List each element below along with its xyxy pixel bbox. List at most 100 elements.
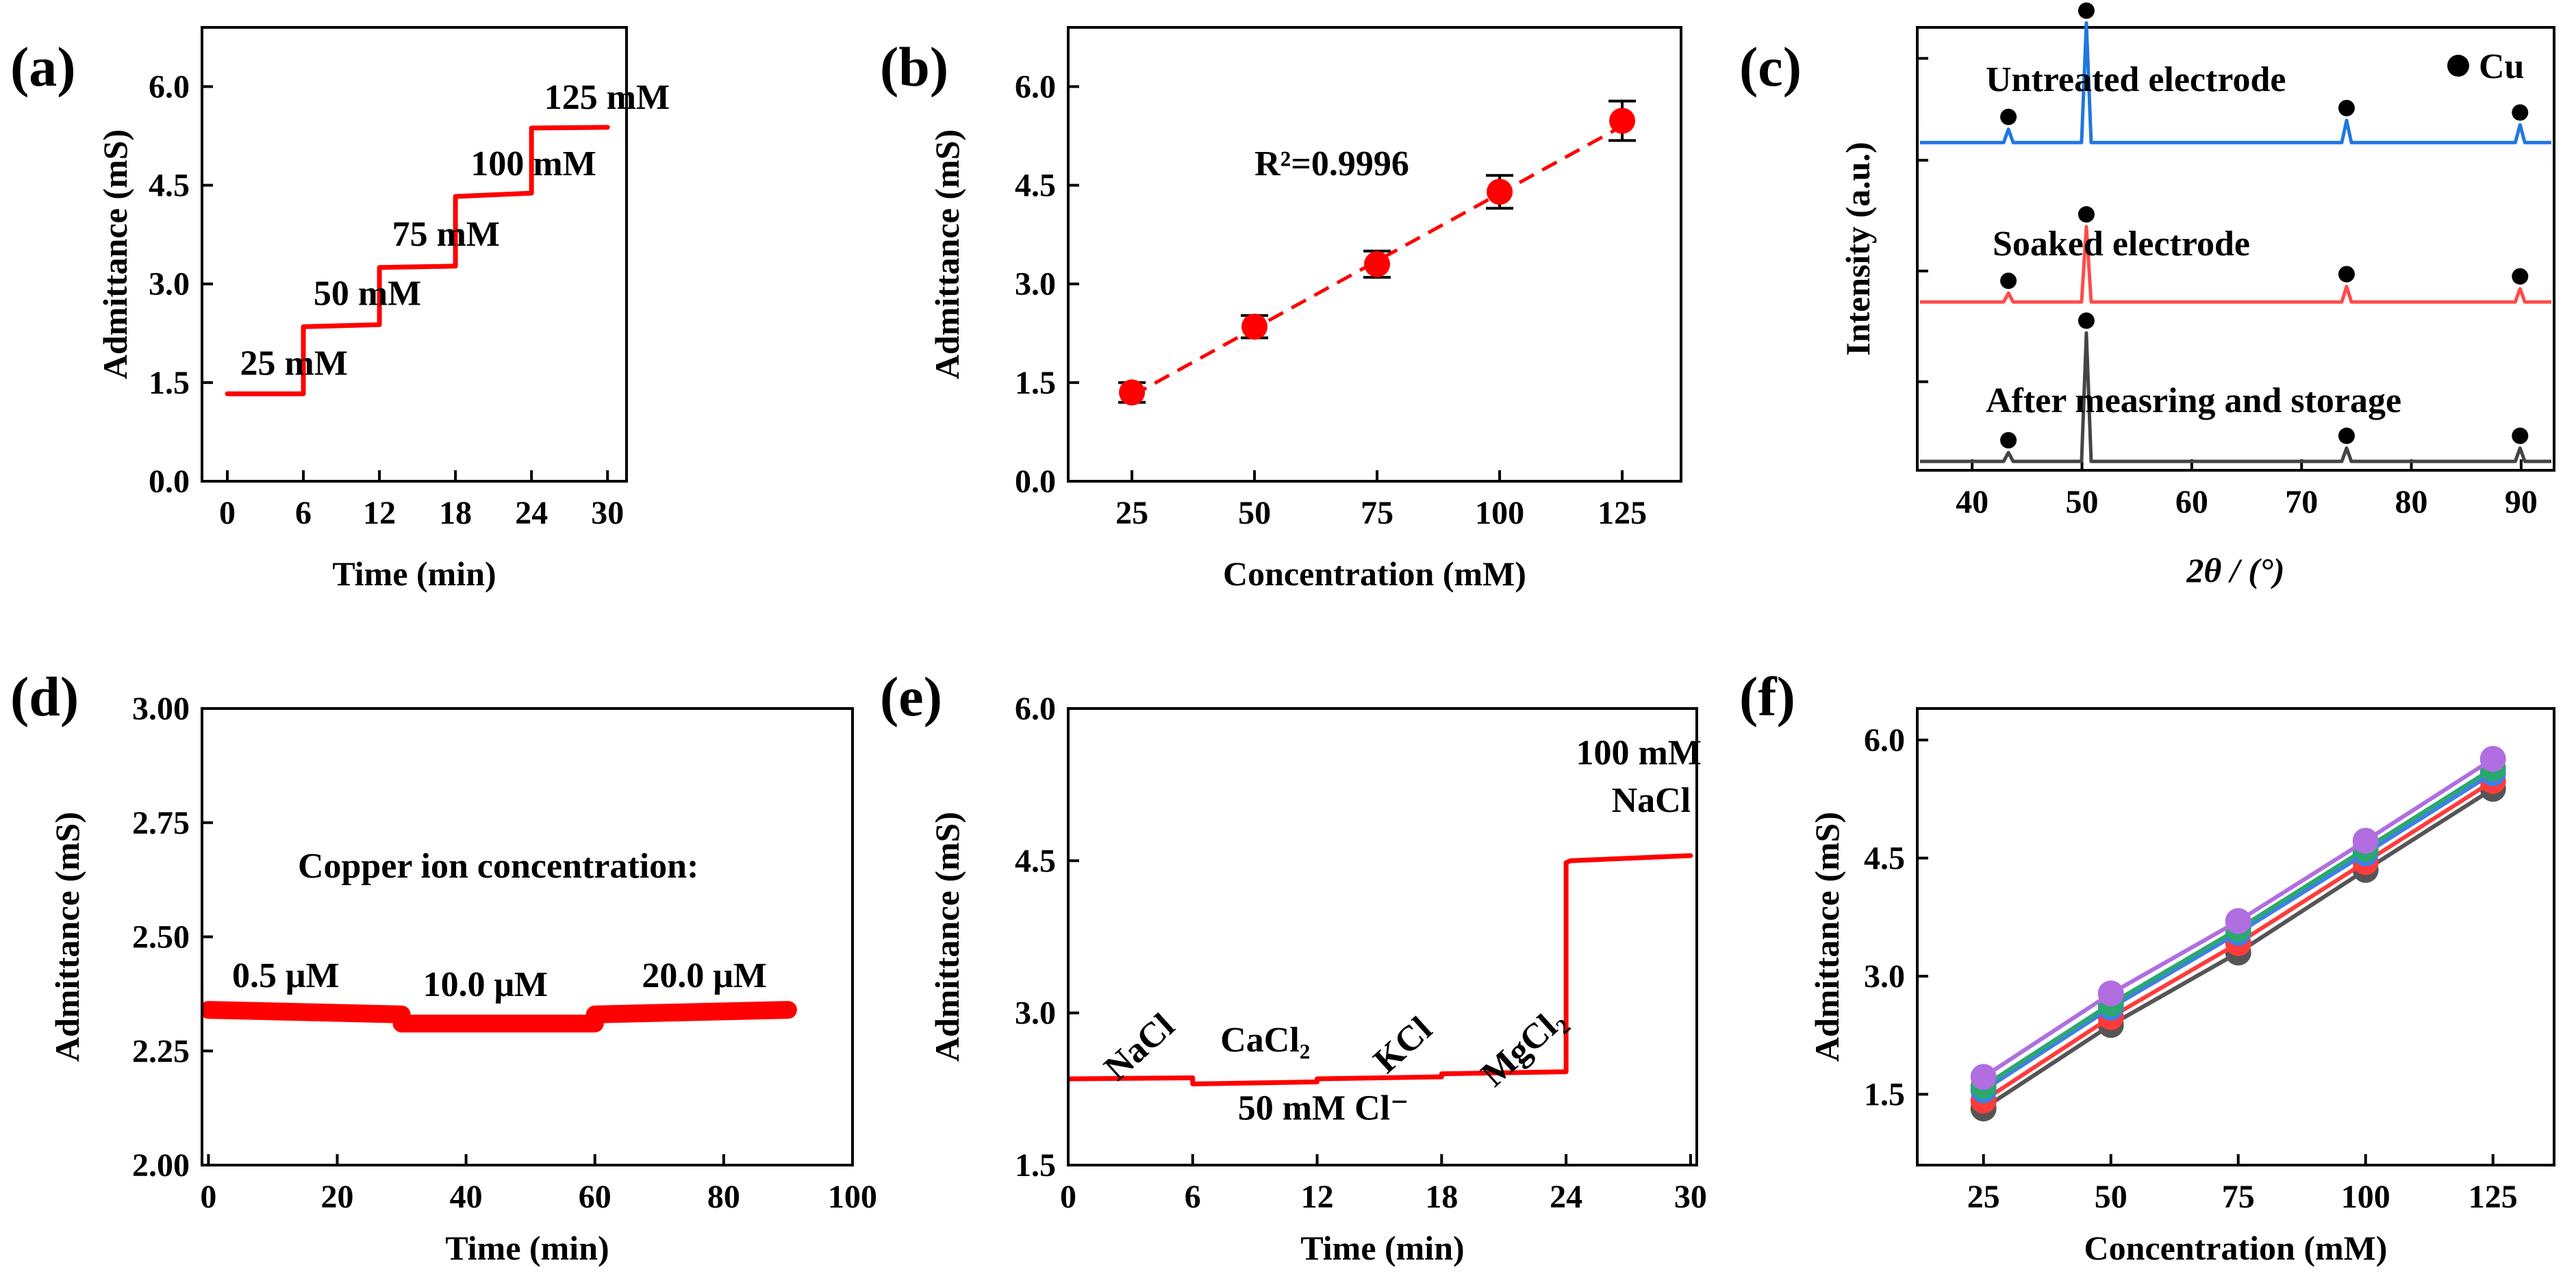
x-tick-label: 0 <box>1060 1179 1076 1215</box>
y-tick-label: 4.5 <box>1015 843 1056 879</box>
y-tick-label: 3.00 <box>132 691 190 727</box>
cu-peak-marker <box>2000 272 2017 290</box>
x-tick-label: 18 <box>1425 1179 1458 1215</box>
data-point <box>2097 980 2124 1007</box>
x-tick-label: 12 <box>363 495 396 531</box>
cu-peak-marker <box>2000 108 2017 125</box>
x-tick-label: 25 <box>1967 1179 2000 1215</box>
x-tick-label: 18 <box>439 495 472 531</box>
y-tick-label: 1.5 <box>1015 1147 1056 1184</box>
axes-frame <box>201 707 854 1166</box>
x-tick-label: 24 <box>515 495 548 531</box>
x-tick-label: 30 <box>591 495 624 531</box>
cu-peak-marker <box>2338 427 2355 444</box>
data-point <box>1364 251 1391 277</box>
annotation: 20.0 μM <box>642 956 767 995</box>
cu-peak-marker <box>2000 432 2017 449</box>
y-tick-label: 6.0 <box>149 68 190 105</box>
cu-peak-marker <box>2338 266 2355 283</box>
y-tick-label: 4.5 <box>1864 841 1905 877</box>
panel-d: (d) 0 20 40 60 80 100 2.00 2.25 2.50 2.75 3.00 Time … <box>10 665 877 1267</box>
xrd-pattern <box>1920 225 2551 304</box>
panel-label: (e) <box>880 665 942 728</box>
annotation: 0.5 μM <box>232 956 340 995</box>
panel-e: (e) 0 6 12 18 24 30 1.5 3.0 4.5 6.0 Time (min) Admit… <box>880 665 1707 1267</box>
x-tick-label: 40 <box>450 1179 483 1215</box>
data-point <box>1487 179 1513 205</box>
y-axis-label: Admittance (mS) <box>928 812 966 1062</box>
y-tick-label: 6.0 <box>1864 722 1905 758</box>
cu-peak-marker <box>2078 206 2095 223</box>
panel-label: (d) <box>10 665 79 728</box>
x-tick-label: 60 <box>2175 484 2208 520</box>
panel-b: (b) 25 50 75 100 125 0.0 1.5 3.0 4.5 6.0 Concentrat… <box>880 26 1682 593</box>
x-tick-label: 75 <box>1361 495 1393 531</box>
x-tick-label: 100 <box>828 1179 877 1215</box>
data-point <box>2479 745 2506 772</box>
cu-peak-marker <box>2512 427 2529 444</box>
series-name-label: Soaked electrode <box>1993 225 2250 264</box>
annotation: 10.0 μM <box>423 965 548 1004</box>
x-tick-label: 80 <box>2395 484 2428 520</box>
cu-peak-marker <box>2512 104 2529 121</box>
y-axis-label: Admittance (mS) <box>48 812 86 1062</box>
y-tick-label: 0.0 <box>149 463 190 500</box>
y-axis-label: Admittance (mS) <box>928 129 966 379</box>
series-name-label: After measring and storage <box>1986 381 2401 420</box>
x-tick-label: 100 <box>1475 495 1524 531</box>
annotation: 25 mM <box>240 344 348 383</box>
x-tick-label: 80 <box>707 1179 740 1215</box>
axes-frame <box>1916 707 2555 1166</box>
annotation: 100 mM <box>470 144 596 183</box>
annotation: NaCl <box>1612 781 1691 820</box>
y-tick-label: 3.0 <box>149 266 190 303</box>
annotation: 75 mM <box>392 215 500 254</box>
x-tick-label: 125 <box>1598 495 1647 531</box>
x-tick-label: 30 <box>1674 1179 1707 1215</box>
xrd-pattern <box>1920 331 2551 463</box>
x-tick-label: 60 <box>579 1179 611 1215</box>
x-tick-label: 90 <box>2505 484 2538 520</box>
y-tick-label: 2.50 <box>132 919 190 956</box>
x-tick-label: 20 <box>321 1179 354 1215</box>
x-tick-label: 50 <box>2066 484 2099 520</box>
x-tick-label: 50 <box>1238 495 1271 531</box>
annotation: Copper ion concentration: <box>298 847 698 886</box>
y-tick-label: 4.5 <box>149 168 190 204</box>
data-line <box>203 1001 797 1033</box>
x-axis-label: Time (min) <box>1300 1229 1464 1267</box>
x-tick-label: 100 <box>2341 1179 2390 1215</box>
x-axis-label: Concentration (mM) <box>1223 554 1526 593</box>
y-tick-label: 0.0 <box>1015 463 1056 500</box>
data-point <box>1119 379 1146 406</box>
y-axis-label: Admittance (mS) <box>96 129 134 379</box>
y-tick-label: 2.75 <box>132 805 190 841</box>
x-tick-label: 70 <box>2285 484 2318 520</box>
y-tick-label: 1.5 <box>149 365 190 401</box>
annotation: R²=0.9996 <box>1254 144 1409 183</box>
annotation: MgCl₂ <box>1474 1000 1573 1095</box>
x-tick-label: 50 <box>2095 1179 2127 1215</box>
panel-label: (f) <box>1739 665 1795 728</box>
panel-label: (a) <box>10 36 76 98</box>
panel-label: (b) <box>880 36 948 98</box>
cu-peak-marker <box>2512 268 2529 285</box>
y-axis-label: Admittance (mS) <box>1808 812 1846 1062</box>
annotation: KCl <box>1366 1010 1439 1081</box>
y-axis-label: Intensity (a.u.) <box>1839 142 1877 356</box>
x-tick-label: 0 <box>219 495 236 531</box>
data-point <box>1609 107 1636 134</box>
legend-marker <box>2447 55 2469 77</box>
y-tick-label: 3.0 <box>1015 266 1056 303</box>
y-tick-label: 2.25 <box>132 1033 190 1069</box>
x-tick-label: 24 <box>1550 1179 1582 1215</box>
x-axis-label: Concentration (mM) <box>2084 1229 2388 1267</box>
x-tick-label: 0 <box>200 1179 216 1215</box>
y-tick-label: 1.5 <box>1015 365 1056 401</box>
x-tick-label: 125 <box>2468 1179 2518 1215</box>
x-tick-label: 12 <box>1301 1179 1334 1215</box>
x-tick-label: 75 <box>2222 1179 2255 1215</box>
fit-line <box>1131 124 1624 398</box>
panel-c: (c) 40 50 60 70 80 90 2θ / (°) Intensity (a.u.) U… <box>1739 2 2555 589</box>
